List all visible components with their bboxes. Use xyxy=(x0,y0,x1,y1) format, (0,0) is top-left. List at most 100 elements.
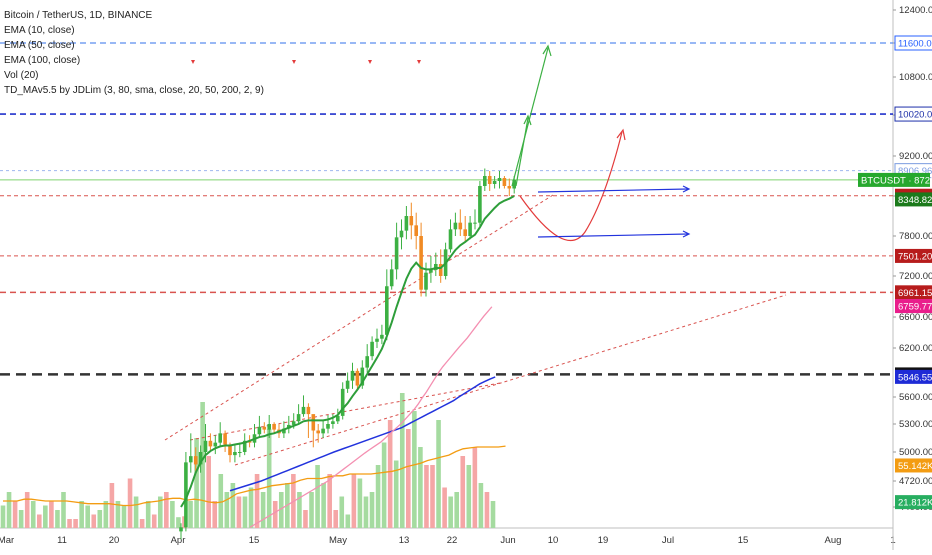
candle-body xyxy=(331,421,335,424)
candle-body xyxy=(375,338,379,342)
volume-bar xyxy=(399,393,405,528)
time-tick-label: 20 xyxy=(109,535,120,546)
indicator-ema10[interactable]: EMA (10, close) xyxy=(4,25,75,36)
candle-body xyxy=(208,440,213,447)
candle-body xyxy=(389,269,394,287)
volume-bar xyxy=(472,447,478,528)
volume-bar xyxy=(254,474,260,528)
candle-body xyxy=(301,406,306,415)
price-tag-box xyxy=(895,192,932,207)
price-tag: 10020.00 xyxy=(894,106,932,122)
candle-body xyxy=(345,380,350,389)
volume-bar xyxy=(73,519,78,528)
candle-body xyxy=(429,270,433,273)
price-tag: 8348.82 xyxy=(895,192,932,207)
candle-body xyxy=(262,426,267,430)
volume-bar xyxy=(224,492,230,528)
volume-bar xyxy=(315,465,320,528)
candles xyxy=(179,168,516,540)
candle-body xyxy=(238,452,242,453)
volume-bar xyxy=(30,501,36,528)
volume-bar xyxy=(309,492,314,528)
price-tag-box xyxy=(858,172,930,187)
volume-bar xyxy=(12,501,18,528)
volume-bar xyxy=(188,501,193,528)
volume-bar xyxy=(236,496,242,528)
time-tick-label: 11 xyxy=(57,535,67,546)
price-tag-box xyxy=(894,106,932,122)
red-projection-curve xyxy=(519,131,623,242)
indicator-volume[interactable]: Vol (20) xyxy=(4,70,39,81)
volume-bar xyxy=(151,514,157,528)
indicator-ema100[interactable]: EMA (100, close) xyxy=(4,55,81,66)
candle-body xyxy=(414,225,418,236)
candle-body xyxy=(355,370,360,386)
price-tick-label: 5600.00 xyxy=(899,392,932,403)
candle-body xyxy=(242,440,247,452)
green-projection-arrow xyxy=(511,47,549,187)
volume-bar xyxy=(478,483,484,528)
time-tick-label: 10 xyxy=(548,535,559,546)
time-tick-label: Aug xyxy=(825,535,842,546)
candle-body xyxy=(424,272,428,290)
candle-body xyxy=(203,440,208,452)
candle-body xyxy=(223,433,227,445)
td-sell-marker xyxy=(417,60,421,64)
candle-body xyxy=(291,421,296,425)
time-tick-label: Mar xyxy=(0,535,14,546)
symbol-title[interactable]: Bitcoin / TetherUS, 1D, BINANCE xyxy=(4,10,153,21)
volume-bar xyxy=(115,501,121,528)
volume-bar xyxy=(97,510,103,528)
indicator-ema50[interactable]: EMA (50, close) xyxy=(4,40,75,51)
price-tick-label: 10800.00 xyxy=(899,72,932,83)
candle-body xyxy=(404,216,409,231)
candle-body xyxy=(184,462,188,528)
volume-bar xyxy=(67,519,72,528)
mid-trendline xyxy=(189,382,501,441)
volume-bar xyxy=(212,501,218,528)
candle-body xyxy=(193,456,198,465)
price-tag: 55.142K xyxy=(895,458,932,473)
price-tag: 21.812K xyxy=(895,495,932,510)
candle-body xyxy=(336,415,340,422)
candle-body xyxy=(468,222,472,236)
price-tag-box xyxy=(895,299,932,314)
volume-bar xyxy=(194,438,199,528)
price-tag-label: 6759.77 xyxy=(898,302,932,313)
candle-body xyxy=(380,334,384,339)
volume-bar xyxy=(24,492,30,528)
price-tag: 6961.15 xyxy=(895,285,932,300)
candle-body xyxy=(458,222,463,230)
time-tick-label: Jun xyxy=(500,535,515,546)
candle-body xyxy=(507,186,512,189)
candle-body xyxy=(483,176,487,186)
price-tick-label: 12400.00 xyxy=(899,5,932,16)
volume-bar xyxy=(363,496,369,528)
green-arrowhead xyxy=(542,44,552,57)
price-tick-label: 7800.00 xyxy=(899,231,932,242)
price-tick-label: 5300.00 xyxy=(899,419,932,430)
indicator-td-ma[interactable]: TD_MAv5.5 by JDLim (3, 80, sma, close, 2… xyxy=(4,85,264,96)
blue-arrowhead xyxy=(682,185,691,193)
candle-body xyxy=(385,286,389,335)
volume-bar xyxy=(55,510,60,528)
candle-body xyxy=(502,178,507,186)
price-tag-label: 6961.15 xyxy=(898,288,932,299)
volume-bar xyxy=(127,478,133,528)
green-arrowhead xyxy=(523,114,532,126)
candle-body xyxy=(282,428,286,434)
candle-body xyxy=(267,424,271,430)
volume-bar xyxy=(36,514,42,528)
candle-body xyxy=(360,367,365,386)
td-sell-marker xyxy=(292,60,296,64)
candle-body xyxy=(311,414,316,431)
volume-bar xyxy=(218,474,224,528)
price-tag-box xyxy=(895,458,932,473)
volume-bar xyxy=(139,519,145,528)
price-tag-label: 21.812K xyxy=(898,498,932,509)
candle-body xyxy=(198,452,203,465)
td-sell-marker xyxy=(368,60,372,64)
